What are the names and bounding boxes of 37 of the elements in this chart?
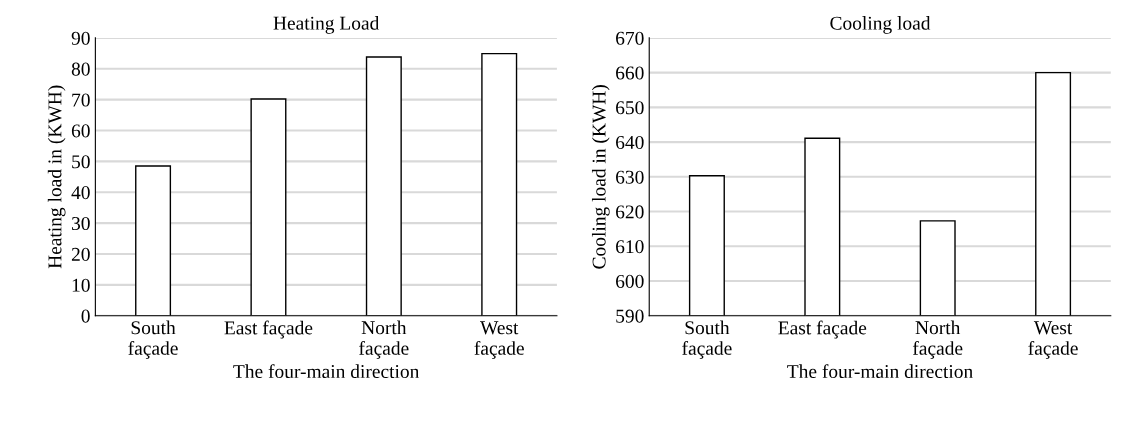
y-tick-label: 90 (71, 31, 90, 45)
x-axis-title: The four-main direction (787, 364, 973, 379)
y-tick-label: 70 (72, 93, 90, 107)
y-tick-label: 50 (72, 155, 90, 169)
y-tick-label: 600 (616, 274, 644, 288)
x-tick-label: North façade (359, 320, 409, 359)
y-tick-label: 630 (616, 170, 644, 184)
x-tick-label: West façade (474, 321, 524, 359)
y-tick-label: 80 (71, 62, 90, 76)
y-tick-label: 610 (616, 240, 644, 254)
y-tick-label: 640 (616, 135, 644, 150)
y-tick-label: 0 (81, 309, 90, 323)
x-axis-title: The four-main direction (233, 364, 420, 379)
y-axis-title: Heating load in (KWH) (47, 85, 66, 269)
x-tick-label: West façade (1028, 321, 1078, 359)
bar (365, 56, 402, 316)
chart-title: Heating Load (273, 16, 380, 34)
bar (250, 98, 287, 316)
y-tick-label: 10 (72, 278, 90, 292)
x-tick-label: East façade (224, 320, 313, 339)
y-tick-label: 20 (71, 247, 90, 261)
y-tick-label: 620 (616, 205, 644, 219)
x-tick-label: South façade (682, 320, 732, 359)
y-tick-label: 30 (71, 216, 90, 231)
y-tick-label: 60 (71, 124, 90, 138)
y-tick-label: 670 (616, 31, 644, 45)
y-tick-label: 660 (616, 66, 644, 80)
chart-title: Cooling load (830, 16, 931, 34)
x-tick-label: North façade (912, 320, 963, 359)
y-tick-label: 40 (71, 186, 90, 200)
y-tick-label: 590 (616, 309, 644, 323)
y-tick-label: 650 (616, 101, 644, 115)
x-tick-label: South façade (128, 320, 178, 359)
bar (481, 52, 518, 316)
x-tick-label: East façade (778, 320, 867, 339)
bar (135, 165, 172, 316)
y-axis-title: Cooling load in (KWH) (591, 85, 610, 269)
